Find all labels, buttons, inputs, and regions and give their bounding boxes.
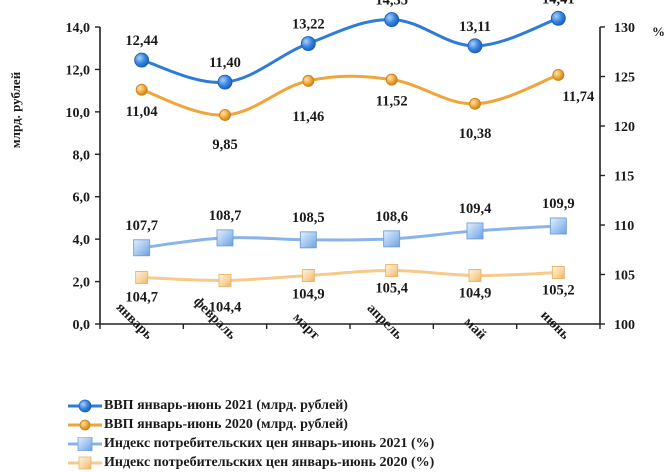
data-point-marker bbox=[135, 83, 148, 96]
data-point-marker bbox=[549, 217, 567, 235]
data-point-marker bbox=[466, 222, 484, 240]
y-tick-label: 6,0 bbox=[73, 191, 91, 206]
data-label: 14,35 bbox=[375, 0, 408, 9]
legend: ВВП январь-июнь 2021 (млрд. рублей) ВВП … bbox=[68, 396, 434, 472]
data-point-marker bbox=[384, 12, 400, 28]
y-axis-label: млрд. рублей bbox=[8, 71, 23, 148]
data-point-marker bbox=[552, 68, 565, 81]
data-label: 104,7 bbox=[125, 289, 158, 305]
y2-tick-label: 115 bbox=[614, 170, 634, 185]
y-tick-label: 10,0 bbox=[66, 106, 91, 121]
data-label: 109,9 bbox=[542, 196, 575, 212]
data-point-marker bbox=[134, 52, 150, 68]
data-label: 104,4 bbox=[209, 299, 242, 315]
data-point-marker bbox=[217, 74, 233, 90]
y2-axis-label: % bbox=[652, 24, 665, 39]
data-point-marker bbox=[218, 273, 232, 287]
legend-label: ВВП январь-июнь 2020 (млрд. рублей) bbox=[104, 416, 348, 432]
data-label: 104,9 bbox=[459, 285, 492, 301]
data-label: 108,6 bbox=[375, 209, 408, 225]
series-line bbox=[140, 269, 560, 282]
y-tick-label: 8,0 bbox=[73, 148, 91, 163]
data-point-marker bbox=[469, 97, 481, 110]
data-point-marker bbox=[550, 10, 566, 26]
legend-item: ВВП январь-июнь 2020 (млрд. рублей) bbox=[68, 415, 434, 434]
y2-tick-label: 100 bbox=[614, 318, 635, 333]
data-point-marker bbox=[468, 269, 482, 282]
data-labels: 12,44 11,40 13,22 14,35 13,11 14,41 11,04 9,85 1… bbox=[125, 0, 594, 315]
x-tick-label: апрель bbox=[364, 301, 406, 343]
data-label: 108,5 bbox=[292, 210, 325, 226]
legend-circle-marker-icon bbox=[68, 419, 102, 430]
data-label: 105,4 bbox=[375, 281, 408, 297]
data-point-marker bbox=[301, 269, 315, 282]
data-label: 108,7 bbox=[209, 208, 242, 224]
data-label: 13,22 bbox=[292, 17, 325, 33]
y2-tick-label: 120 bbox=[614, 120, 635, 135]
x-tick-label: январь bbox=[113, 300, 156, 343]
data-label: 107,7 bbox=[125, 218, 158, 234]
data-point-marker bbox=[299, 231, 317, 249]
data-label: 12,44 bbox=[125, 33, 158, 49]
legend-label: ВВП январь-июнь 2021 (млрд. рублей) bbox=[104, 397, 348, 413]
x-tick-label: июнь bbox=[537, 308, 572, 343]
y2-tick-label: 125 bbox=[614, 71, 635, 86]
data-point-marker bbox=[467, 38, 483, 54]
data-point-marker bbox=[300, 36, 316, 51]
y2-tick-label: 105 bbox=[614, 269, 635, 284]
legend-label: Индекс потребительских цен январь-июнь 2… bbox=[104, 454, 435, 470]
data-label: 104,9 bbox=[292, 286, 325, 302]
y-tick-label: 12,0 bbox=[66, 63, 91, 78]
data-label: 11,46 bbox=[292, 109, 324, 125]
y2-tick-label: 110 bbox=[614, 219, 634, 234]
data-label: 11,74 bbox=[562, 89, 594, 105]
series-line bbox=[140, 16, 560, 84]
data-label: 109,4 bbox=[459, 201, 492, 217]
data-label: 11,04 bbox=[126, 104, 158, 120]
legend-item: Индекс потребительских цен январь-июнь 2… bbox=[68, 453, 434, 472]
legend-item: ВВП январь-июнь 2021 (млрд. рублей) bbox=[68, 396, 434, 415]
legend-square-marker-icon bbox=[68, 456, 102, 469]
x-tick-label: май bbox=[461, 315, 489, 343]
legend-circle-marker-icon bbox=[68, 399, 102, 412]
legend-item: Индекс потребительских цен январь-июнь 2… bbox=[68, 434, 434, 453]
series-markers bbox=[133, 10, 567, 287]
data-point-marker bbox=[302, 74, 315, 87]
data-point-marker bbox=[133, 239, 151, 257]
series-line bbox=[140, 73, 560, 117]
data-point-marker bbox=[219, 109, 231, 121]
data-label: 14,41 bbox=[542, 0, 575, 7]
data-point-marker bbox=[216, 229, 234, 247]
series-line bbox=[140, 224, 560, 250]
data-label: 105,2 bbox=[542, 283, 575, 299]
data-label: 11,52 bbox=[376, 94, 408, 110]
data-label: 11,40 bbox=[209, 55, 241, 71]
data-label: 10,38 bbox=[459, 126, 492, 142]
y-tick-label: 2,0 bbox=[73, 276, 91, 291]
data-point-marker bbox=[383, 230, 401, 248]
data-point-marker bbox=[135, 271, 149, 284]
data-label: 9,85 bbox=[212, 137, 237, 153]
legend-label: Индекс потребительских цен январь-июнь 2… bbox=[104, 435, 435, 451]
data-point-marker bbox=[385, 73, 398, 86]
x-tick-label: март bbox=[290, 310, 323, 343]
data-label: 13,11 bbox=[459, 19, 491, 35]
y-tick-label: 4,0 bbox=[73, 233, 91, 248]
data-point-marker bbox=[385, 264, 399, 277]
series-lines bbox=[140, 16, 560, 282]
y-tick-label: 0,0 bbox=[73, 318, 91, 333]
legend-square-marker-icon bbox=[68, 436, 102, 451]
y2-tick-label: 130 bbox=[614, 21, 635, 36]
y-tick-label: 14,0 bbox=[66, 21, 91, 36]
data-point-marker bbox=[551, 266, 565, 279]
